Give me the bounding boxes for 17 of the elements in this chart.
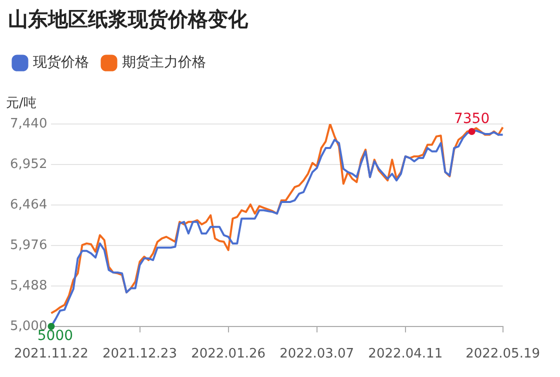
x-tick-label: 2022.04.11: [368, 346, 443, 362]
x-tick-label: 2022.01.26: [191, 346, 266, 362]
y-tick-label: 6,952: [10, 156, 48, 172]
x-tick-label: 2022.03.07: [280, 346, 354, 362]
legend-label: 期货主力价格: [122, 54, 206, 71]
y-tick-label: 7,440: [10, 116, 48, 132]
chart-title: 山东地区纸浆现货价格变化: [8, 6, 248, 33]
annotation: 5000: [37, 328, 74, 344]
x-tick-label: 2022.05.19: [466, 346, 540, 362]
x-tick-label: 2021.12.23: [102, 346, 177, 362]
annotation: 7350: [454, 111, 490, 128]
legend-label: 现货价格: [33, 54, 89, 71]
x-tick-label: 2021.11.22: [14, 346, 88, 362]
y-tick-label: 5,976: [10, 238, 48, 253]
y-tick-label: 5,488: [10, 278, 48, 294]
y-axis-title: 元/吨: [6, 95, 36, 112]
y-tick-label: 6,464: [10, 197, 48, 212]
